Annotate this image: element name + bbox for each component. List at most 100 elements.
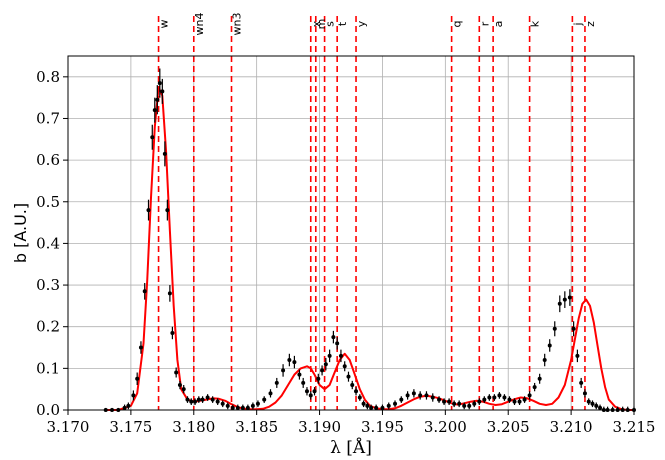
plot-frame xyxy=(67,55,635,411)
data-point xyxy=(240,405,245,410)
data-point xyxy=(590,401,595,406)
data-point xyxy=(189,399,194,404)
line-label-t: t xyxy=(336,21,349,26)
x-tick-label-9: 3.215 xyxy=(613,418,656,436)
data-point xyxy=(482,397,487,402)
data-point xyxy=(142,289,147,294)
data-point xyxy=(442,399,447,404)
axis-ticks: 3.170 3.175 3.180 3.185 3.190 3.195 3.200 3.205… xyxy=(36,68,655,436)
data-point xyxy=(507,397,512,402)
data-point xyxy=(185,397,190,402)
data-point xyxy=(361,401,366,406)
data-point xyxy=(138,345,143,350)
data-point xyxy=(170,330,175,335)
data-point xyxy=(365,403,370,408)
data-point xyxy=(316,376,321,381)
data-point xyxy=(492,395,497,400)
data-point xyxy=(122,405,127,410)
data-point xyxy=(386,403,391,408)
data-point xyxy=(268,391,273,396)
x-tick-label-0: 3.170 xyxy=(47,418,90,436)
data-point xyxy=(301,380,306,385)
data-point xyxy=(380,405,385,410)
line-label-x: x xyxy=(310,20,323,27)
x-tick-label-7: 3.205 xyxy=(487,418,530,436)
data-point xyxy=(571,326,576,331)
line-label-a: a xyxy=(492,21,505,28)
data-point xyxy=(393,401,398,406)
data-point xyxy=(177,383,182,388)
data-point xyxy=(557,301,562,306)
fit-curve xyxy=(105,86,634,411)
data-point xyxy=(354,389,359,394)
data-point xyxy=(346,374,351,379)
data-point xyxy=(399,397,404,402)
data-point xyxy=(308,393,313,398)
data-point xyxy=(323,362,328,367)
data-point xyxy=(274,380,279,385)
data-point xyxy=(320,368,325,373)
data-point xyxy=(522,397,527,402)
line-label-s: s xyxy=(324,21,337,27)
x-axis-label: λ [Å] xyxy=(330,437,372,458)
data-point xyxy=(374,405,379,410)
data-point xyxy=(205,395,210,400)
data-point xyxy=(418,393,423,398)
line-label-wn4: wn4 xyxy=(193,13,206,36)
data-point xyxy=(131,393,136,398)
data-point xyxy=(338,353,343,358)
data-point xyxy=(411,391,416,396)
data-point xyxy=(357,395,362,400)
data-point xyxy=(579,380,584,385)
data-point xyxy=(167,291,172,296)
data-point xyxy=(567,295,572,300)
data-point xyxy=(150,135,155,140)
data-point xyxy=(304,389,309,394)
data-point xyxy=(250,403,255,408)
data-point xyxy=(487,395,492,400)
data-point xyxy=(350,383,355,388)
data-point xyxy=(424,393,429,398)
line-label-wn3: wn3 xyxy=(231,13,244,36)
reference-lines xyxy=(157,16,586,410)
data-point xyxy=(472,401,477,406)
data-point xyxy=(210,397,215,402)
line-label-q: q xyxy=(451,21,464,28)
data-point xyxy=(405,393,410,398)
y-tick-label-7: 0.7 xyxy=(36,109,60,127)
data-point xyxy=(457,401,462,406)
data-point xyxy=(181,387,186,392)
data-point xyxy=(430,395,435,400)
data-point xyxy=(447,399,452,404)
y-tick-label-3: 0.3 xyxy=(36,276,60,294)
data-point xyxy=(235,405,240,410)
data-point xyxy=(452,401,457,406)
data-point xyxy=(162,151,167,156)
data-point xyxy=(312,389,317,394)
data-point xyxy=(157,81,162,86)
data-point xyxy=(598,405,603,410)
grid xyxy=(67,56,635,411)
data-point xyxy=(512,399,517,404)
data-point xyxy=(292,360,297,365)
y-tick-label-2: 0.2 xyxy=(36,318,60,336)
data-point xyxy=(160,89,165,94)
data-point xyxy=(562,297,567,302)
x-tick-label-5: 3.195 xyxy=(361,418,404,436)
data-point xyxy=(552,326,557,331)
data-point xyxy=(369,405,374,410)
data-point xyxy=(532,385,537,390)
data-point xyxy=(225,403,230,408)
data-point xyxy=(462,403,467,408)
y-tick-label-4: 0.4 xyxy=(36,234,60,252)
x-tick-label-4: 3.190 xyxy=(298,418,341,436)
x-tick-label-8: 3.210 xyxy=(550,418,593,436)
data-point xyxy=(126,403,131,408)
line-labels: w wn4 wn3 xms t y q r a k j z xyxy=(158,13,597,36)
data-point xyxy=(527,393,532,398)
data-point xyxy=(502,395,507,400)
data-point xyxy=(200,397,205,402)
x-tick-label-3: 3.185 xyxy=(235,418,278,436)
data-point xyxy=(245,405,250,410)
line-label-y: y xyxy=(355,20,368,27)
